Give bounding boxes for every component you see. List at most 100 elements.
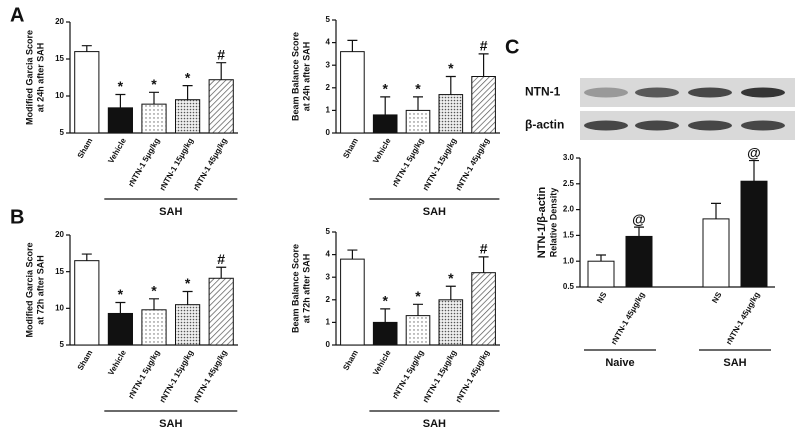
y-axis-label: Relative Density (548, 188, 558, 258)
y-tick-label: 2 (326, 83, 331, 92)
bar (405, 315, 431, 346)
x-tick-label: Vehicle (106, 136, 128, 165)
blot-band (688, 120, 732, 131)
error-bar (115, 93, 126, 108)
significance-mark: * (415, 288, 421, 304)
bar (471, 272, 496, 346)
significance-mark: * (151, 283, 157, 299)
y-tick-label: 3 (326, 272, 331, 281)
bar (740, 180, 768, 288)
group-label: SAH (423, 418, 446, 427)
x-tick-label: rNTN-1 45μg/kg (724, 290, 761, 346)
x-tick-label: Sham (76, 137, 95, 160)
error-bar (149, 91, 159, 105)
x-tick-label: Sham (76, 349, 95, 372)
y-axis-label: at 72h after SAH (35, 255, 45, 325)
x-tick-label: rNTN-1 15μg/kg (158, 136, 195, 192)
x-tick-label: rNTN-1 15μg/kg (158, 348, 195, 404)
y-tick-label: 3 (326, 60, 331, 69)
significance-mark: * (118, 78, 124, 94)
error-bar (182, 85, 193, 100)
y-tick-label: 0.5 (563, 282, 575, 291)
x-tick-label: rNTN-1 45μg/kg (454, 348, 491, 404)
x-tick-label: rNTN-1 15μg/kg (421, 136, 458, 192)
y-tick-label: 5 (60, 340, 65, 349)
error-bar (478, 53, 489, 77)
y-tick-label: 1.0 (563, 256, 575, 265)
x-tick-label: rNTN-1 15μg/kg (421, 348, 458, 404)
error-bar (749, 159, 759, 182)
bar (587, 260, 615, 288)
significance-mark: @ (632, 211, 646, 227)
error-bar (445, 285, 456, 300)
error-bar (445, 75, 456, 95)
y-tick-label: 3.0 (563, 153, 575, 162)
error-bar (216, 266, 227, 279)
blot-label: β-actin (525, 118, 564, 132)
significance-mark: * (448, 270, 454, 286)
y-tick-label: 4 (326, 250, 331, 259)
blot-band (635, 120, 679, 131)
error-bar (347, 249, 358, 260)
y-tick-label: 10 (55, 91, 64, 100)
error-bar (115, 301, 126, 314)
group-label: SAH (423, 206, 446, 218)
x-tick-label: NS (710, 290, 724, 305)
y-tick-label: 15 (55, 54, 64, 63)
significance-mark: * (151, 76, 157, 92)
bar (372, 114, 398, 134)
y-tick-label: 5 (326, 15, 331, 24)
y-tick-label: 4 (326, 38, 331, 47)
bar (141, 309, 167, 346)
significance-mark: * (118, 286, 124, 302)
error-bar (216, 62, 227, 80)
bar (340, 258, 365, 346)
y-tick-label: 1 (326, 318, 331, 327)
bar (107, 107, 133, 134)
y-tick-label: 2.5 (563, 179, 575, 188)
error-bar (182, 290, 193, 305)
y-tick-label: 1 (326, 106, 331, 115)
blot-band (741, 120, 785, 131)
significance-mark: # (217, 251, 225, 267)
significance-mark: # (480, 38, 488, 54)
x-tick-label: rNTN-1 5μg/kg (390, 136, 425, 188)
bar (625, 235, 653, 288)
group-label: SAH (723, 357, 746, 369)
significance-mark: * (185, 275, 191, 291)
x-tick-label: Sham (341, 349, 360, 372)
error-bar (711, 202, 721, 219)
blot-band (584, 87, 628, 98)
y-axis-label: Beam Balance Score (290, 244, 300, 333)
y-tick-label: 20 (55, 230, 64, 239)
group-label: Naive (605, 357, 634, 369)
x-tick-label: rNTN-1 5μg/kg (390, 348, 425, 400)
x-tick-label: Vehicle (371, 136, 393, 165)
error-bar (478, 256, 489, 273)
x-tick-label: Vehicle (371, 348, 393, 377)
blot-band (688, 87, 732, 98)
y-axis-label: at 24h after SAH (301, 42, 311, 112)
bar (471, 76, 496, 134)
x-tick-label: Sham (341, 137, 360, 160)
error-bar (380, 96, 391, 115)
error-bar (634, 226, 644, 237)
bar (107, 312, 133, 346)
y-axis-label: Beam Balance Score (290, 32, 300, 121)
blot-band (635, 87, 679, 98)
bar (141, 103, 167, 134)
y-axis-label: NTN-1/β-actin (536, 186, 548, 258)
y-tick-label: 2 (326, 295, 331, 304)
error-bar (347, 39, 358, 52)
bar (74, 260, 100, 346)
panel-label: C (505, 36, 519, 58)
y-tick-label: 20 (55, 17, 64, 26)
x-tick-label: Vehicle (106, 348, 128, 377)
error-bar (149, 298, 159, 310)
error-bar (413, 96, 423, 111)
y-tick-label: 0 (326, 128, 331, 137)
error-bar (81, 45, 92, 52)
blot-band (584, 120, 628, 131)
y-axis-label: at 24h after SAH (35, 43, 45, 113)
significance-mark: # (480, 241, 488, 257)
